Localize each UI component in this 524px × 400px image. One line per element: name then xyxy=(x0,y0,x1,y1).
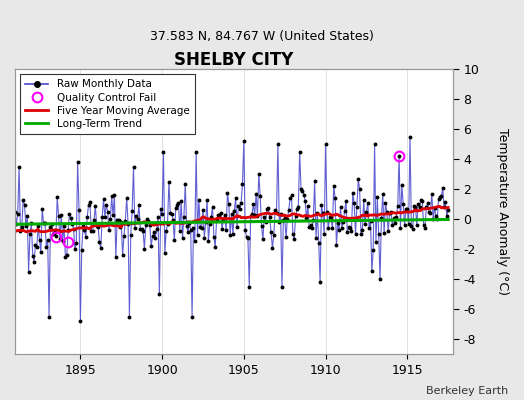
Text: 37.583 N, 84.767 W (United States): 37.583 N, 84.767 W (United States) xyxy=(150,30,374,43)
Legend: Raw Monthly Data, Quality Control Fail, Five Year Moving Average, Long-Term Tren: Raw Monthly Data, Quality Control Fail, … xyxy=(20,74,194,134)
Title: SHELBY CITY: SHELBY CITY xyxy=(174,51,294,69)
Text: Berkeley Earth: Berkeley Earth xyxy=(426,386,508,396)
Y-axis label: Temperature Anomaly (°C): Temperature Anomaly (°C) xyxy=(496,128,509,295)
